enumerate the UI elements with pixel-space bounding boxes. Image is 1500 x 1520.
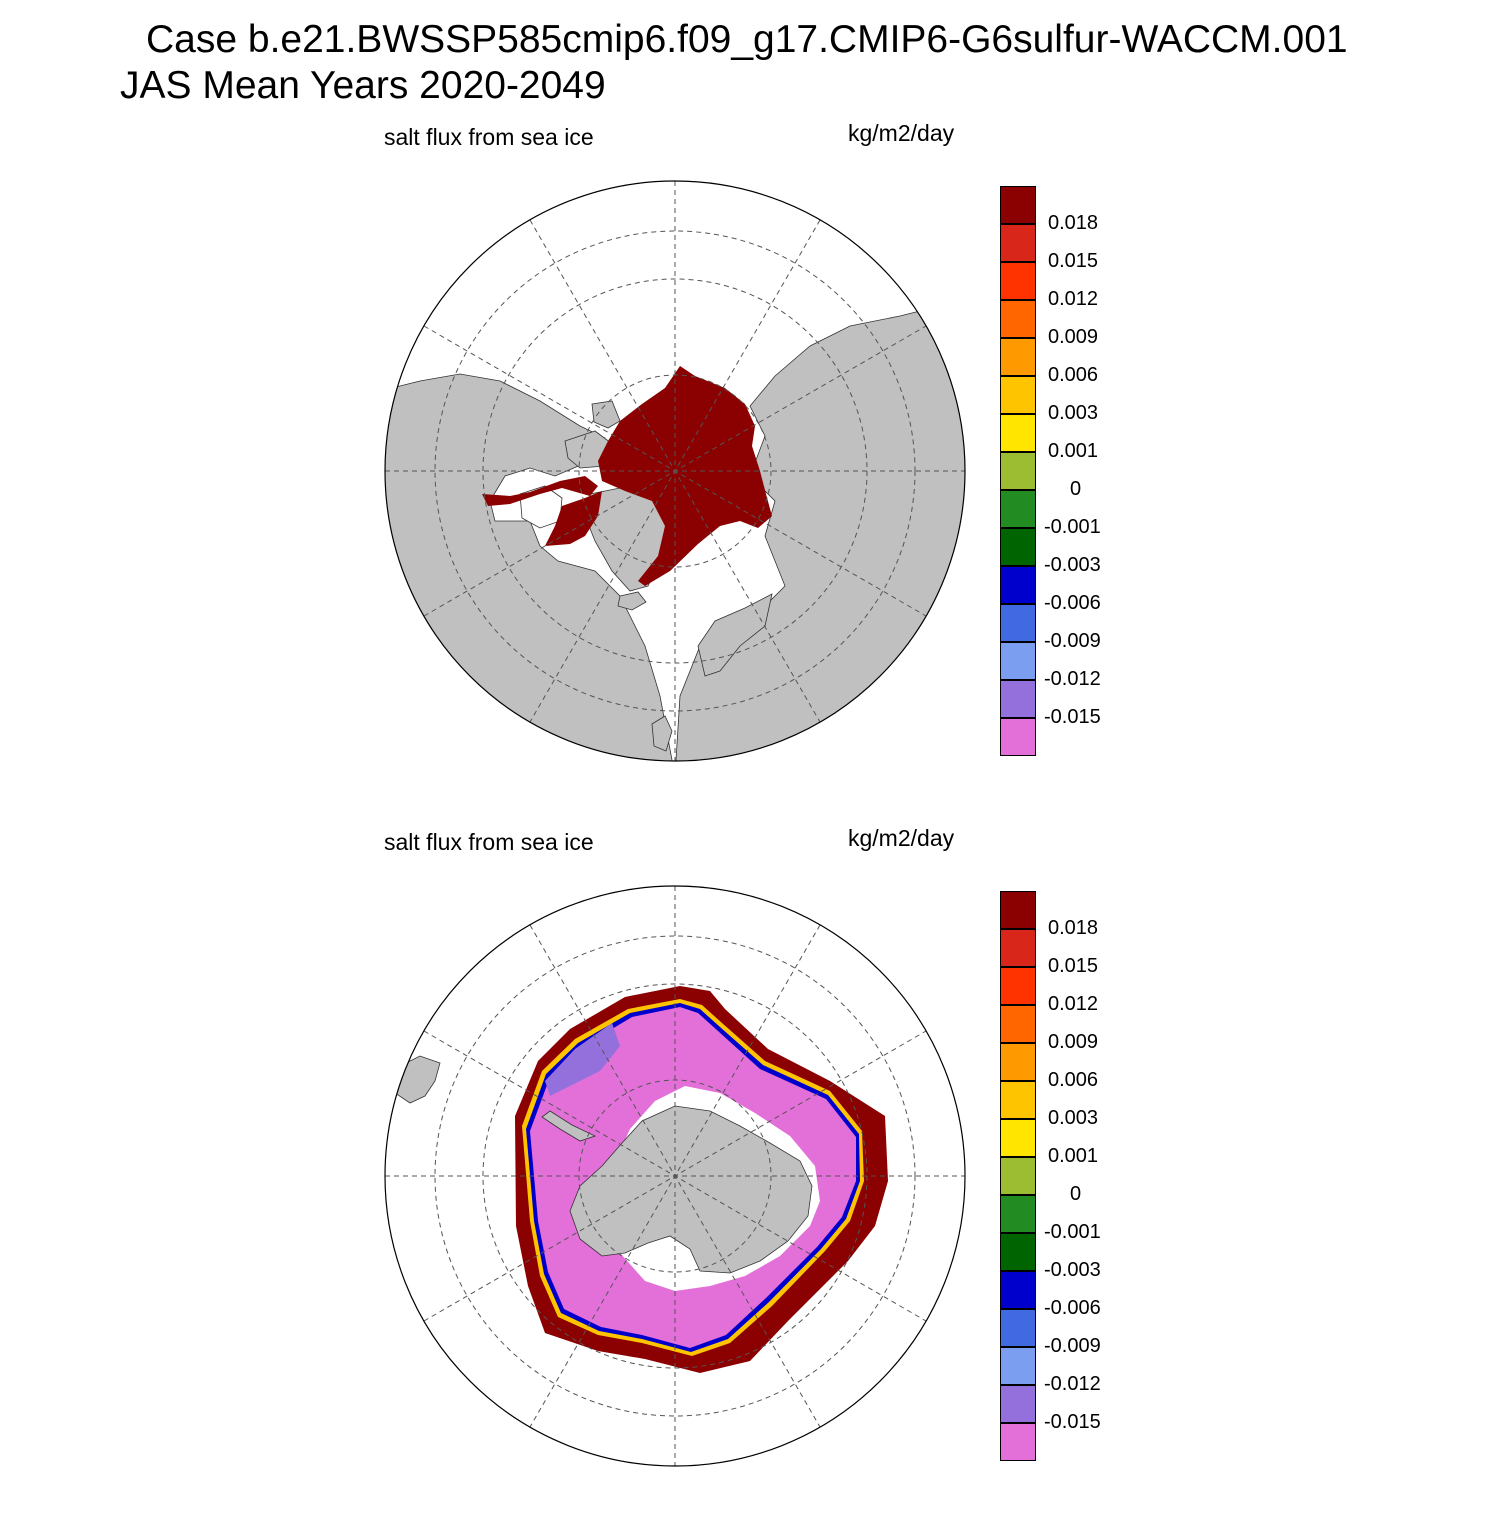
colorbar-swatch <box>1000 642 1036 680</box>
colorbar-tick-label: -0.015 <box>1044 706 1101 728</box>
colorbar-tick-label: 0.018 <box>1048 212 1099 234</box>
north-polar-map <box>384 180 966 762</box>
colorbar-tick-label: -0.006 <box>1044 1297 1101 1319</box>
colorbar-swatch <box>1000 1157 1036 1195</box>
colorbar-swatch <box>1000 718 1036 756</box>
panel-south: salt flux from sea ice kg/m2/day <box>0 815 1500 1520</box>
colorbar-tick-label: -0.003 <box>1044 554 1101 576</box>
panel-north: salt flux from sea ice kg/m2/day <box>0 110 1500 815</box>
colorbar-swatch <box>1000 566 1036 604</box>
colorbar-tick-label: 0.001 <box>1048 440 1099 462</box>
graticule <box>385 181 965 761</box>
colorbar-tick-label: -0.001 <box>1044 516 1101 538</box>
sea-ice-flux-weddell-patch <box>545 1023 620 1096</box>
colorbar-tick-label: 0.003 <box>1048 1107 1099 1129</box>
colorbar-tick-label: 0.015 <box>1048 250 1099 272</box>
colorbar-swatch <box>1000 1081 1036 1119</box>
variable-label: salt flux from sea ice <box>384 829 594 855</box>
colorbar-swatch <box>1000 1385 1036 1423</box>
colorbar-swatch <box>1000 452 1036 490</box>
colorbar-tick-label: 0.006 <box>1048 364 1099 386</box>
colorbar-tick-label: -0.001 <box>1044 1221 1101 1243</box>
colorbar-swatch <box>1000 967 1036 1005</box>
land-iceland <box>617 591 647 611</box>
colorbar-swatch <box>1000 1043 1036 1081</box>
south-polar-map <box>384 885 966 1467</box>
colorbar-tick-label: 0.018 <box>1048 917 1099 939</box>
map-boundary <box>384 885 966 1467</box>
colorbar-swatch <box>1000 414 1036 452</box>
colorbar-tick-label: 0 <box>1070 478 1082 500</box>
colorbar-swatch <box>1000 262 1036 300</box>
colorbar-tick-label: 0.009 <box>1048 326 1099 348</box>
colorbar-swatch <box>1000 1271 1036 1309</box>
colorbar-swatch <box>1000 376 1036 414</box>
colorbar-tick-label: 0.006 <box>1048 1069 1099 1091</box>
colorbar-swatch <box>1000 891 1036 929</box>
colorbar-tick-label: -0.006 <box>1044 592 1101 614</box>
colorbar-tick-label: 0 <box>1070 1183 1082 1205</box>
colorbar-swatch <box>1000 1309 1036 1347</box>
figure-title-case: Case b.e21.BWSSP585cmip6.f09_g17.CMIP6-G… <box>146 18 1348 61</box>
colorbar-swatch <box>1000 300 1036 338</box>
graticule <box>385 886 965 1466</box>
colorbar-swatch <box>1000 1195 1036 1233</box>
colorbar-tick-label: -0.009 <box>1044 630 1101 652</box>
colorbar-tick-label: 0.015 <box>1048 955 1099 977</box>
colorbar-tick-label: 0.012 <box>1048 993 1099 1015</box>
colorbar-swatch <box>1000 1005 1036 1043</box>
colorbar-swatch <box>1000 1119 1036 1157</box>
sea-ice-flux-hudson <box>482 476 598 506</box>
colorbar-tick-label: -0.012 <box>1044 668 1101 690</box>
colorbar-swatch <box>1000 1423 1036 1461</box>
colorbar-tick-label: 0.001 <box>1048 1145 1099 1167</box>
land-british-isles <box>651 715 673 752</box>
colorbar-tick-label: 0.012 <box>1048 288 1099 310</box>
land-antarctic-peninsula <box>541 1110 597 1142</box>
colorbar-swatch <box>1000 929 1036 967</box>
colorbar-swatch <box>1000 186 1036 224</box>
colorbar-tick-label: 0.009 <box>1048 1031 1099 1053</box>
colorbar-swatch <box>1000 490 1036 528</box>
sea-ice-flux-arctic <box>598 366 772 586</box>
colorbar-swatch <box>1000 680 1036 718</box>
colorbar-swatch <box>1000 1347 1036 1385</box>
colorbar-swatch <box>1000 338 1036 376</box>
units-label: kg/m2/day <box>848 120 955 146</box>
colorbar-tick-label: -0.003 <box>1044 1259 1101 1281</box>
variable-label: salt flux from sea ice <box>384 124 594 150</box>
colorbar-tick-label: -0.015 <box>1044 1411 1101 1433</box>
colorbar-swatch <box>1000 224 1036 262</box>
colorbar-swatch <box>1000 1233 1036 1271</box>
colorbar-tick-label: -0.012 <box>1044 1373 1101 1395</box>
sea-ice-flux-baffin <box>545 491 602 546</box>
colorbar-tick-label: 0.003 <box>1048 402 1099 424</box>
colorbar-swatch <box>1000 528 1036 566</box>
units-label: kg/m2/day <box>848 825 955 851</box>
colorbar-swatch <box>1000 604 1036 642</box>
land-antarctica <box>569 1105 813 1274</box>
figure-title-period: JAS Mean Years 2020-2049 <box>120 64 606 107</box>
map-boundary <box>384 180 966 762</box>
colorbar-tick-label: -0.009 <box>1044 1335 1101 1357</box>
